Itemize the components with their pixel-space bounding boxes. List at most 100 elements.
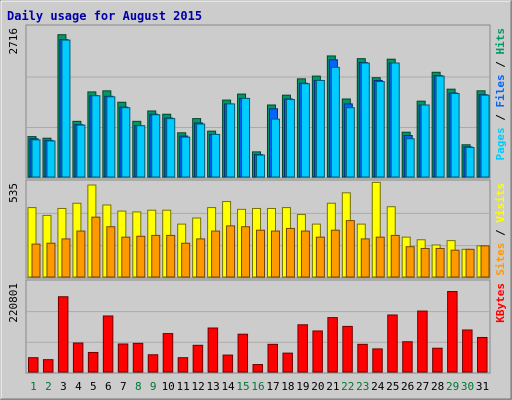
x-tick-label: 5: [90, 380, 97, 393]
bar-kbytes: [117, 343, 129, 373]
x-tick-label: 14: [221, 380, 235, 393]
bar-sites: [181, 242, 191, 278]
x-tick-label: 27: [416, 380, 429, 393]
bar-pages: [450, 93, 460, 178]
x-tick-label: 17: [266, 380, 279, 393]
bar-sites: [46, 242, 56, 278]
bar-pages: [405, 138, 415, 178]
bar-sites: [405, 246, 415, 278]
x-tick-label: 20: [311, 380, 324, 393]
bar-pages: [106, 96, 116, 178]
bar-sites: [76, 230, 86, 278]
panel-hits-pages-files: 2716 Pages / Files / Hits: [7, 24, 507, 179]
bar-kbytes: [237, 333, 249, 373]
bar-pages: [465, 146, 475, 178]
x-tick-label: 24: [371, 380, 385, 393]
legend-separator: /: [494, 223, 507, 243]
bar-sites: [300, 230, 310, 278]
bar-sites: [91, 216, 101, 278]
bar-pages: [480, 94, 490, 178]
bar-pages: [390, 62, 400, 178]
bar-pages: [76, 124, 86, 178]
bar-pages: [136, 125, 146, 178]
x-tick-label: 29: [446, 380, 459, 393]
bar-pages: [315, 79, 325, 178]
bar-sites: [166, 234, 176, 278]
bar-sites: [121, 236, 131, 278]
bar-sites: [226, 225, 236, 278]
bar-kbytes: [282, 352, 293, 373]
bar-kbytes: [477, 336, 488, 373]
bar-sites: [330, 229, 340, 278]
legend-text: Sites / Visits: [494, 183, 507, 276]
series-sites: [31, 216, 490, 278]
bar-kbytes: [147, 354, 159, 373]
panel-max-label: 2716: [7, 28, 20, 55]
x-tick-label: 22: [341, 380, 354, 393]
legend-separator: /: [494, 108, 507, 128]
bar-pages: [435, 75, 445, 178]
series-kbytes: [28, 291, 488, 373]
bar-sites: [285, 227, 295, 278]
bar-pages: [360, 62, 370, 178]
bar-pages: [256, 154, 266, 178]
bar-pages: [61, 39, 71, 178]
bar-kbytes: [102, 315, 114, 373]
bar-sites: [390, 234, 400, 278]
bar-sites: [106, 226, 116, 278]
x-tick-label: 11: [177, 380, 190, 393]
legend-visits: Visits: [494, 183, 507, 223]
legend-kbytes: KBytes: [494, 283, 507, 323]
bar-sites: [61, 238, 71, 278]
bar-kbytes: [28, 357, 39, 373]
x-tick-label: 16: [251, 380, 264, 393]
bar-pages: [121, 107, 131, 178]
bar-sites: [151, 234, 161, 278]
bar-kbytes: [72, 342, 84, 373]
bar-pages: [196, 123, 206, 178]
x-tick-label: 12: [192, 380, 205, 393]
x-tick-label: 6: [105, 380, 112, 393]
bar-sites: [31, 243, 41, 278]
panel-kbytes: 220801 KBytes: [7, 279, 507, 374]
x-tick-label: 3: [60, 380, 67, 393]
x-tick-label: 10: [162, 380, 175, 393]
x-tick-label: 28: [431, 380, 444, 393]
panel-legend: Pages / Files / Hits: [494, 28, 507, 161]
bar-pages: [375, 81, 385, 178]
bar-sites: [345, 220, 355, 278]
bar-pages: [31, 139, 41, 178]
legend-separator: /: [494, 55, 507, 75]
bar-sites: [435, 247, 445, 278]
bar-sites: [465, 248, 475, 278]
x-tick-label: 18: [281, 380, 294, 393]
bar-kbytes: [357, 343, 368, 373]
x-tick-label: 19: [296, 380, 309, 393]
bar-pages: [211, 133, 221, 178]
bar-sites: [360, 238, 370, 278]
bar-kbytes: [447, 291, 458, 373]
bar-kbytes: [297, 324, 308, 373]
bar-pages: [166, 118, 176, 178]
bar-sites: [375, 236, 385, 278]
bar-sites: [136, 235, 146, 278]
bar-kbytes: [132, 342, 144, 373]
bar-kbytes: [57, 296, 69, 373]
bar-kbytes: [267, 343, 278, 373]
bar-sites: [270, 230, 280, 278]
x-tick-label: 2: [45, 380, 52, 393]
bar-sites: [480, 245, 490, 278]
bar-pages: [46, 140, 56, 178]
bar-sites: [315, 236, 325, 278]
bar-pages: [241, 97, 251, 178]
bar-sites: [420, 247, 430, 278]
x-tick-label: 30: [461, 380, 474, 393]
bar-kbytes: [417, 310, 428, 373]
x-tick-label: 31: [476, 380, 489, 393]
bar-kbytes: [177, 357, 189, 373]
bar-pages: [226, 103, 236, 178]
x-tick-label: 4: [75, 380, 82, 393]
x-axis-labels: 1 2 3 4 5 6 7 8 9 10 11 12 13 14 15 16 17 18 19 20 21 22 23 24 2…: [30, 380, 489, 393]
bar-pages: [270, 118, 280, 178]
